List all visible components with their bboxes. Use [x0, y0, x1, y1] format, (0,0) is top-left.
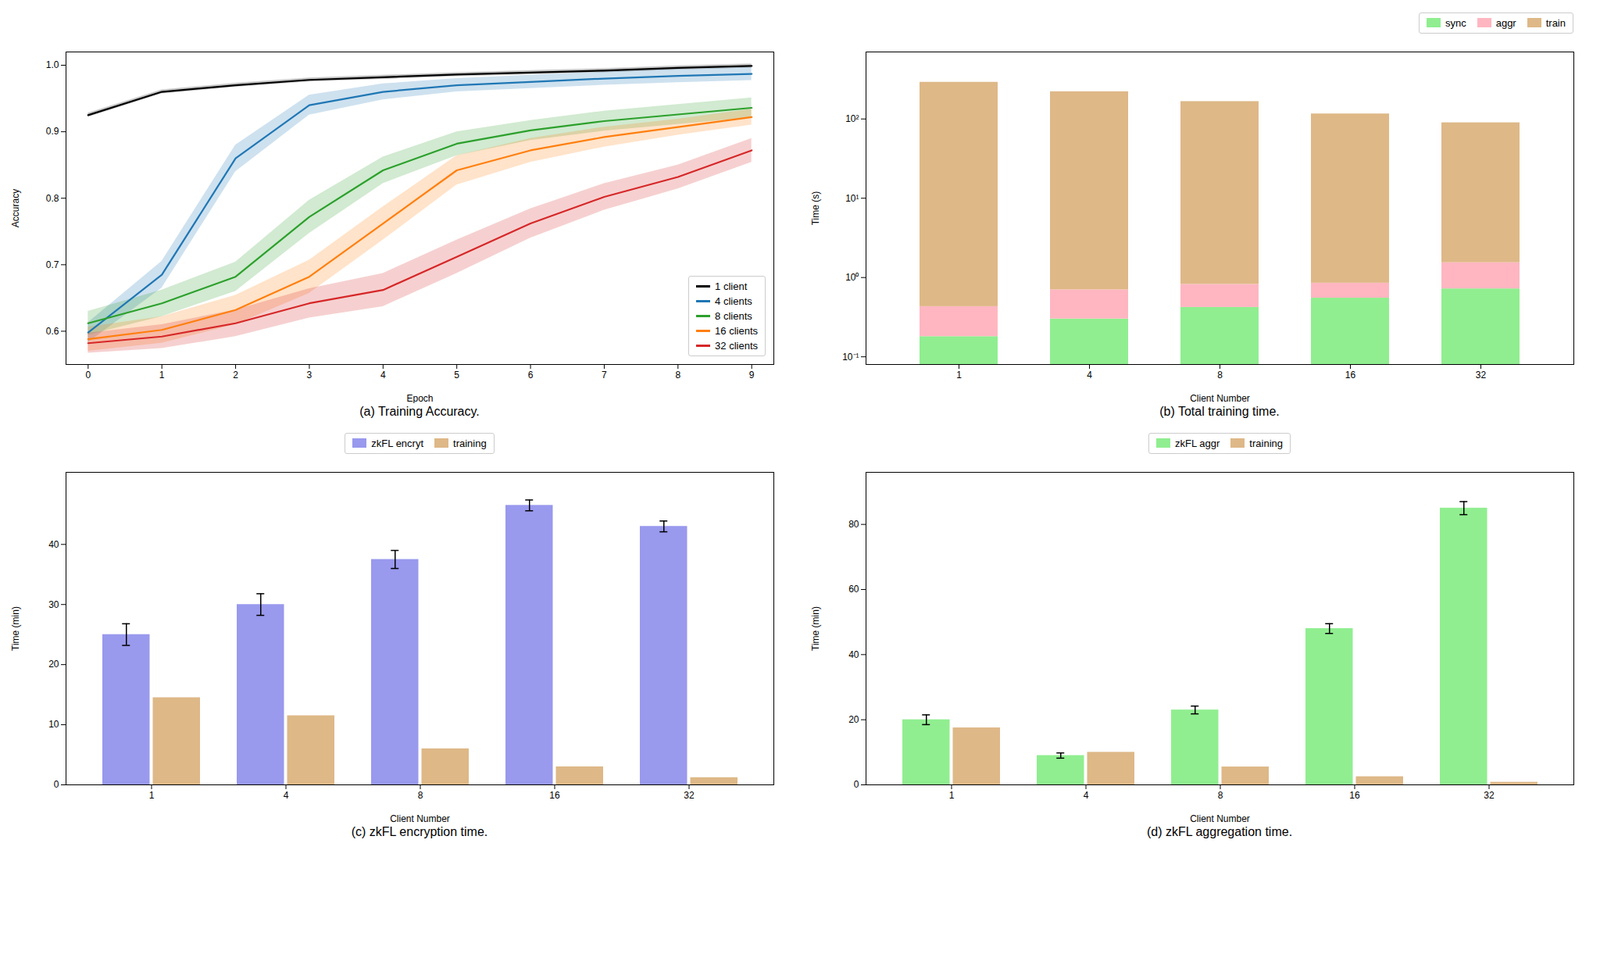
- svg-text:2: 2: [232, 369, 239, 381]
- html-text:4 clients: 4 clients: [714, 295, 753, 308]
- svg-text:8: 8: [675, 369, 681, 381]
- svg-text:32: 32: [683, 789, 695, 801]
- html-text:zkFL aggr: zkFL aggr: [1175, 437, 1220, 449]
- svg-text:30: 30: [48, 599, 60, 611]
- svg-text:1.0: 1.0: [46, 59, 60, 71]
- html-text:training: training: [453, 437, 487, 449]
- svg-text:4: 4: [380, 369, 386, 381]
- svg-text:0.6: 0.6: [46, 325, 60, 337]
- html-text:8 clients: 8 clients: [714, 310, 753, 322]
- svg-text:0: 0: [85, 369, 91, 381]
- html-text:training: training: [1249, 437, 1283, 449]
- svg-text:Client Number: Client Number: [1189, 813, 1250, 825]
- svg-text:1: 1: [159, 369, 165, 381]
- html-text:zkFL encryt: zkFL encryt: [371, 437, 424, 449]
- html-text:(d) zkFL aggregation time.: (d) zkFL aggregation time.: [1146, 825, 1293, 839]
- svg-text:1: 1: [949, 789, 955, 801]
- svg-text:32: 32: [1483, 789, 1495, 801]
- svg-text:20: 20: [48, 658, 60, 670]
- svg-text:0.9: 0.9: [46, 125, 60, 137]
- svg-text:5: 5: [453, 369, 460, 381]
- html-text:16 clients: 16 clients: [714, 325, 758, 337]
- svg-text:Time (min): Time (min): [810, 606, 822, 651]
- svg-text:8: 8: [1217, 369, 1223, 381]
- svg-text:40: 40: [48, 539, 60, 550]
- svg-text:10: 10: [48, 718, 60, 730]
- svg-text:10⁰: 10⁰: [845, 271, 859, 283]
- html-text:(b) Total training time.: (b) Total training time.: [1159, 404, 1280, 418]
- svg-text:0: 0: [853, 778, 860, 790]
- html-text:train: train: [1545, 16, 1566, 29]
- svg-text:Client Number: Client Number: [389, 813, 450, 825]
- svg-text:40: 40: [848, 649, 860, 661]
- svg-text:0.7: 0.7: [46, 259, 60, 271]
- svg-text:4: 4: [1086, 369, 1093, 381]
- html-text:1 client: 1 client: [714, 280, 748, 293]
- svg-text:8: 8: [417, 789, 424, 801]
- svg-text:6: 6: [528, 369, 534, 381]
- svg-text:80: 80: [848, 518, 860, 530]
- svg-text:Epoch: Epoch: [406, 392, 433, 404]
- svg-text:Time (s): Time (s): [810, 191, 822, 226]
- html-text:aggr: aggr: [1495, 16, 1517, 29]
- html-text:sync: sync: [1445, 16, 1467, 29]
- svg-text:4: 4: [1083, 789, 1090, 801]
- svg-text:9: 9: [749, 369, 755, 381]
- svg-text:16: 16: [549, 789, 561, 801]
- svg-text:3: 3: [307, 369, 313, 381]
- html-text:(c) zkFL encryption time.: (c) zkFL encryption time.: [351, 825, 488, 839]
- svg-text:10¹: 10¹: [845, 192, 859, 204]
- svg-text:10²: 10²: [845, 113, 859, 125]
- svg-text:32: 32: [1475, 369, 1487, 381]
- html-text:32 clients: 32 clients: [714, 339, 758, 352]
- svg-text:4: 4: [283, 789, 290, 801]
- svg-text:60: 60: [848, 583, 860, 595]
- svg-text:8: 8: [1217, 789, 1224, 801]
- svg-text:16: 16: [1349, 789, 1361, 801]
- svg-text:Client Number: Client Number: [1189, 392, 1250, 404]
- svg-text:10⁻¹: 10⁻¹: [842, 351, 859, 363]
- svg-text:Accuracy: Accuracy: [10, 189, 22, 228]
- svg-text:7: 7: [601, 369, 608, 381]
- html-text:(a) Training Accuracy.: (a) Training Accuracy.: [359, 404, 480, 418]
- svg-text:1: 1: [956, 369, 962, 381]
- svg-text:0: 0: [53, 778, 60, 790]
- svg-text:0.8: 0.8: [46, 192, 60, 204]
- svg-text:20: 20: [848, 714, 860, 725]
- svg-text:1: 1: [149, 789, 155, 801]
- svg-text:16: 16: [1345, 369, 1357, 381]
- svg-text:Time (min): Time (min): [10, 606, 22, 651]
